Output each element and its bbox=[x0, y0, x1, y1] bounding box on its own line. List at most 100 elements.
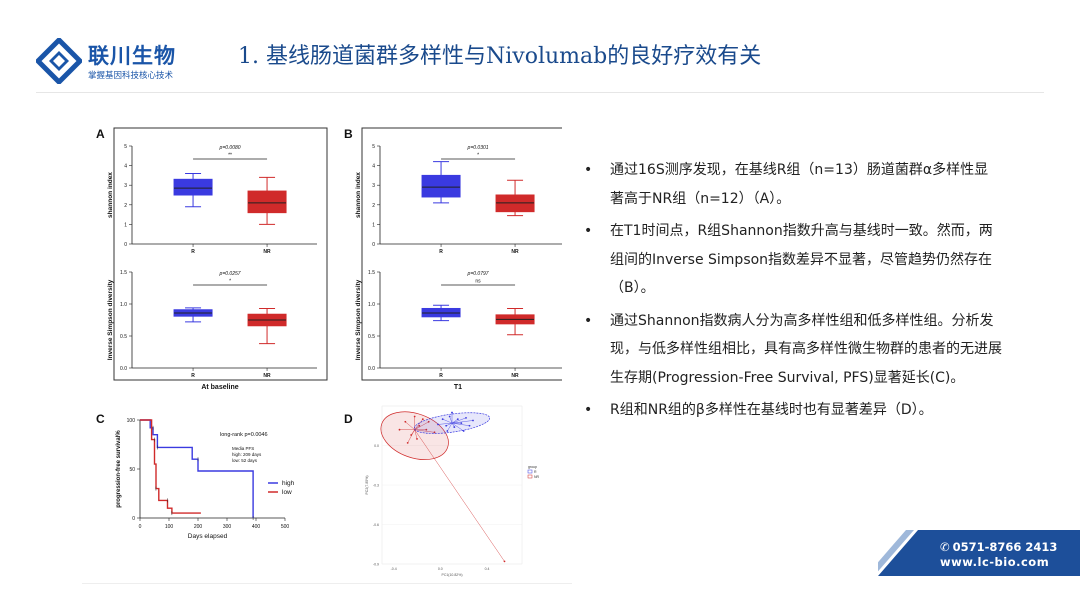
y-tick-label: 2 bbox=[372, 203, 375, 209]
phone-icon: ✆ bbox=[940, 540, 950, 554]
pcoa-point-r bbox=[437, 423, 439, 426]
y-tick-label: 5 bbox=[124, 144, 127, 150]
pcoa-point-r bbox=[462, 430, 465, 432]
panel-b-invsimpson-plot: 0.0 0.5 1.0 1.5 Inverse Simpson diversity R NR… bbox=[355, 270, 562, 379]
contact-website[interactable]: www.lc-bio.com bbox=[940, 555, 1050, 569]
pcoa-point-nr bbox=[427, 420, 430, 423]
panel-a-invsimpson-plot: 0.0 0.5 1.0 1.5 Inverse Simpson diversity R NR… bbox=[107, 270, 317, 379]
bullet-text: 在T1时间点，R组Shannon指数升高与基线时一致。然而，两组间的Invers… bbox=[610, 223, 993, 296]
bullet-dot: • bbox=[584, 223, 593, 239]
pcoa-spoke-r bbox=[437, 422, 453, 425]
pcoa-spoke-r bbox=[451, 418, 458, 424]
pcoa-point-r bbox=[465, 416, 467, 419]
pcoa-spoke-r bbox=[449, 416, 453, 424]
panel-c-letter: C bbox=[96, 412, 105, 426]
y-tick-label: -0.3 bbox=[373, 484, 379, 488]
title-divider bbox=[36, 92, 1044, 93]
bullet-dot: • bbox=[584, 312, 593, 329]
y-tick-label: 0.0 bbox=[374, 444, 379, 448]
pcoa-spoke-r bbox=[447, 422, 453, 432]
figure-bottom-divider bbox=[82, 583, 572, 584]
km-legend-high-label: high bbox=[282, 480, 295, 487]
y-tick-label: 100 bbox=[127, 418, 136, 424]
x-tick-label: 100 bbox=[165, 524, 174, 530]
y-tick-label: 1.5 bbox=[120, 270, 127, 276]
p-value-label: p=0.0797 bbox=[467, 271, 489, 277]
pcoa-spoke-r bbox=[446, 422, 453, 426]
y-axis-label: shannon index bbox=[355, 172, 362, 218]
x-tick-label: R bbox=[191, 249, 195, 255]
y-tick-label: 0.0 bbox=[368, 366, 375, 372]
km-median-low: low: 52 days bbox=[232, 458, 258, 463]
pcoa-point-nr bbox=[406, 441, 409, 444]
pcoa-point-r bbox=[468, 424, 471, 427]
pcoa-spoke-nr bbox=[414, 429, 435, 433]
box-nr bbox=[247, 190, 287, 214]
company-logo: 联川生物 掌握基因科技核心技术 bbox=[36, 38, 186, 84]
panel-b-xlabel: T1 bbox=[454, 384, 462, 391]
pcoa-spoke-nr bbox=[414, 429, 418, 439]
bullet-item: • 在T1时间点，R组Shannon指数升高与基线时一致。然而，两组间的Inver… bbox=[582, 217, 1002, 303]
significance-label: * bbox=[477, 153, 479, 159]
y-axis-label: shannon index bbox=[107, 172, 114, 218]
y-tick-label: 50 bbox=[129, 467, 135, 473]
y-tick-label: -0.9 bbox=[373, 563, 379, 567]
x-tick-label: 0 bbox=[139, 524, 142, 530]
x-tick-label: -0.4 bbox=[391, 567, 397, 571]
y-tick-label: 4 bbox=[372, 164, 375, 170]
pcoa-spoke-r bbox=[451, 420, 474, 424]
panel-a-frame bbox=[113, 127, 328, 381]
km-logrank-label: long-rank p=0.0046 bbox=[220, 432, 268, 438]
slide-title: 1. 基线肠道菌群多样性与Nivolumab的良好疗效有关 bbox=[238, 44, 762, 69]
p-value-label: p=0.0257 bbox=[219, 271, 241, 277]
bullet-dot: • bbox=[584, 162, 593, 178]
pcoa-point-r bbox=[448, 415, 451, 418]
panel-b-letter: B bbox=[344, 127, 353, 141]
pcoa-spoke-nr bbox=[414, 419, 424, 430]
pcoa-legend-title: group bbox=[528, 465, 537, 469]
y-tick-label: 4 bbox=[124, 164, 127, 170]
p-value-label: p=0.0080 bbox=[219, 145, 241, 151]
y-tick-label: 0 bbox=[132, 516, 135, 522]
pcoa-point-nr bbox=[416, 438, 418, 440]
x-tick-label: 200 bbox=[194, 524, 203, 530]
y-axis-label: progression-free survival% bbox=[116, 430, 122, 508]
pcoa-point-nr bbox=[421, 418, 424, 421]
pcoa-spoke-nr bbox=[405, 421, 415, 430]
pcoa-point-nr bbox=[398, 428, 401, 431]
y-tick-label: 3 bbox=[124, 183, 127, 189]
y-tick-label: 3 bbox=[372, 183, 375, 189]
pcoa-spoke-nr bbox=[407, 429, 415, 443]
km-curve-low bbox=[140, 419, 201, 514]
logo-company-name: 联川生物 bbox=[88, 44, 176, 68]
pcoa-point-nr bbox=[418, 424, 421, 427]
bullet-item: • 通过Shannon指数病人分为高多样性组和低多样性组。分析发现，与低多样性组相… bbox=[582, 307, 1002, 393]
y-tick-label: 0.5 bbox=[120, 334, 127, 340]
pcoa-legend-r-swatch bbox=[527, 469, 533, 474]
y-axis-label: Inverse Simpson diversity bbox=[107, 279, 114, 360]
pcoa-legend-nr-label: NR bbox=[534, 475, 540, 479]
panel-a-xlabel: At baseline bbox=[201, 384, 238, 391]
x-tick-label: NR bbox=[511, 373, 519, 379]
logo-diamond-icon bbox=[36, 38, 82, 84]
panel-a-letter: A bbox=[96, 127, 105, 141]
panel-d-letter: D bbox=[344, 412, 353, 426]
y-tick-label: -0.6 bbox=[373, 523, 379, 527]
bullet-text: R组和NR组的β多样性在基线时也有显著差异（D）。 bbox=[610, 402, 933, 418]
box-r bbox=[421, 174, 461, 198]
y-tick-label: 0 bbox=[124, 242, 127, 248]
y-axis-label: PC2(7.85%) bbox=[365, 475, 369, 494]
x-tick-label: 300 bbox=[223, 524, 232, 530]
y-tick-label: 1.5 bbox=[368, 270, 375, 276]
x-tick-label: NR bbox=[511, 249, 519, 255]
pcoa-point-r bbox=[445, 424, 448, 427]
x-tick-label: 500 bbox=[281, 524, 290, 530]
y-tick-label: 0.0 bbox=[120, 366, 127, 372]
pcoa-legend-r-label: R bbox=[534, 470, 537, 474]
x-tick-label: 400 bbox=[252, 524, 261, 530]
pcoa-spoke-nr bbox=[414, 429, 505, 562]
significance-label: ** bbox=[228, 153, 232, 159]
bullet-item: • 通过16S测序发现，在基线R组（n=13）肠道菌群α多样性显著高于NR组（n=… bbox=[582, 156, 1002, 213]
y-axis-label: Inverse Simpson diversity bbox=[355, 279, 362, 360]
y-tick-label: 2 bbox=[124, 203, 127, 209]
